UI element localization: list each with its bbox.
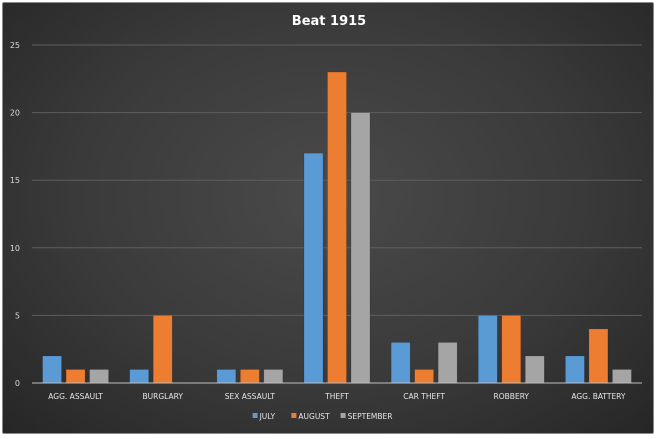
- bar-september-4: [437, 342, 458, 384]
- legend-swatch-august: [291, 413, 297, 418]
- bar-august-6: [588, 328, 609, 384]
- y-tick-label: 10: [10, 244, 20, 253]
- bar-july-3: [303, 152, 324, 384]
- x-category-label: ROBBERY: [494, 392, 530, 401]
- legend-label-august: AUGUST: [298, 412, 330, 421]
- x-category-label: AGG. ASSAULT: [48, 392, 103, 401]
- legend-label-september: SEPTEMBER: [348, 412, 393, 421]
- bar-august-1: [152, 315, 173, 384]
- y-tick-label: 5: [15, 311, 20, 320]
- bar-august-4: [414, 369, 434, 384]
- bar-august-5: [501, 315, 522, 384]
- y-tick-label: 15: [10, 176, 20, 185]
- y-axis-ticks: 0 5 10 15 20 25: [10, 41, 20, 388]
- legend-label-july: JULY: [259, 412, 276, 421]
- x-category-label: AGG. BATTERY: [571, 392, 626, 401]
- legend: JULY AUGUST SEPTEMBER: [252, 412, 393, 421]
- bar-july-1: [129, 369, 149, 384]
- legend-swatch-september: [340, 413, 346, 418]
- x-category-label: CAR THEFT: [403, 392, 445, 401]
- legend-swatch-july: [252, 413, 258, 418]
- bar-september-6: [612, 369, 632, 384]
- bar-july-0: [42, 355, 62, 384]
- x-category-label: THEFT: [324, 392, 349, 401]
- bar-september-3: [350, 112, 371, 384]
- bar-august-0: [65, 369, 86, 384]
- bar-september-0: [89, 369, 109, 384]
- x-axis-categories: AGG. ASSAULT BURGLARY SEX ASSAULT THEFT CAR …: [48, 392, 626, 401]
- x-category-label: SEX ASSAULT: [225, 392, 276, 401]
- bars: [42, 71, 632, 384]
- y-tick-label: 25: [10, 41, 20, 50]
- bar-september-5: [525, 355, 545, 384]
- bar-july-4: [390, 342, 411, 384]
- bar-july-5: [478, 315, 498, 384]
- bar-july-2: [216, 369, 237, 384]
- chart-title: Beat 1915: [292, 14, 366, 29]
- bar-august-2: [240, 369, 260, 384]
- y-tick-label: 0: [15, 379, 20, 388]
- y-tick-label: 20: [10, 109, 20, 118]
- x-category-label: BURGLARY: [142, 392, 183, 401]
- bar-august-3: [327, 71, 347, 384]
- bar-september-2: [263, 369, 284, 384]
- bar-july-6: [565, 355, 585, 384]
